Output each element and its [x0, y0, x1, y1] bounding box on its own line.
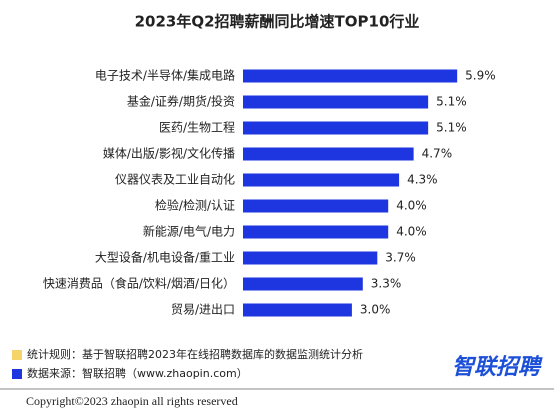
value-label: 3.0%: [360, 303, 391, 317]
category-label: 基金/证券/期货/投资: [127, 94, 235, 109]
category-label: 贸易/进出口: [171, 303, 235, 317]
note-text: 统计规则：基于智联招聘2023年在线招聘数据库的数据监测统计分析: [27, 347, 363, 361]
category-label: 医药/生物工程: [159, 120, 235, 135]
value-label: 5.9%: [465, 69, 496, 83]
category-label: 媒体/出版/影视/文化传播: [103, 146, 235, 161]
category-label: 仪器仪表及工业自动化: [115, 173, 235, 187]
category-label: 新能源/电气/电力: [143, 224, 235, 239]
value-label: 5.1%: [436, 95, 467, 109]
value-label: 5.1%: [436, 121, 467, 135]
bar: [243, 199, 389, 213]
chart-title: 2023年Q2招聘薪酬同比增速TOP10行业: [135, 13, 420, 31]
bar: [243, 277, 363, 291]
bar: [243, 95, 429, 109]
bar: [243, 173, 400, 187]
category-label: 电子技术/半导体/集成电路: [95, 68, 235, 83]
bar: [243, 225, 389, 239]
value-label: 4.0%: [396, 225, 427, 239]
note-text: 数据来源：智联招聘（www.zhaopin.com）: [27, 366, 248, 380]
category-label: 快速消费品（食品/饮料/烟酒/日化）: [43, 276, 235, 291]
value-label: 4.7%: [422, 147, 453, 161]
value-label: 3.3%: [371, 277, 402, 291]
bar: [243, 69, 458, 83]
category-label: 大型设备/机电设备/重工业: [95, 251, 235, 265]
bar: [243, 147, 414, 161]
bar: [243, 251, 378, 265]
bar: [243, 121, 429, 135]
logo: 智联招聘: [452, 354, 543, 380]
category-label: 检验/检测/认证: [155, 198, 235, 213]
bar: [243, 303, 352, 317]
note-swatch: [12, 369, 22, 379]
copyright: Copyright©2023 zhaopin all rights reserv…: [26, 394, 238, 408]
note-swatch: [12, 350, 22, 360]
value-label: 4.0%: [396, 199, 427, 213]
value-label: 4.3%: [407, 173, 438, 187]
value-label: 3.7%: [385, 251, 416, 265]
